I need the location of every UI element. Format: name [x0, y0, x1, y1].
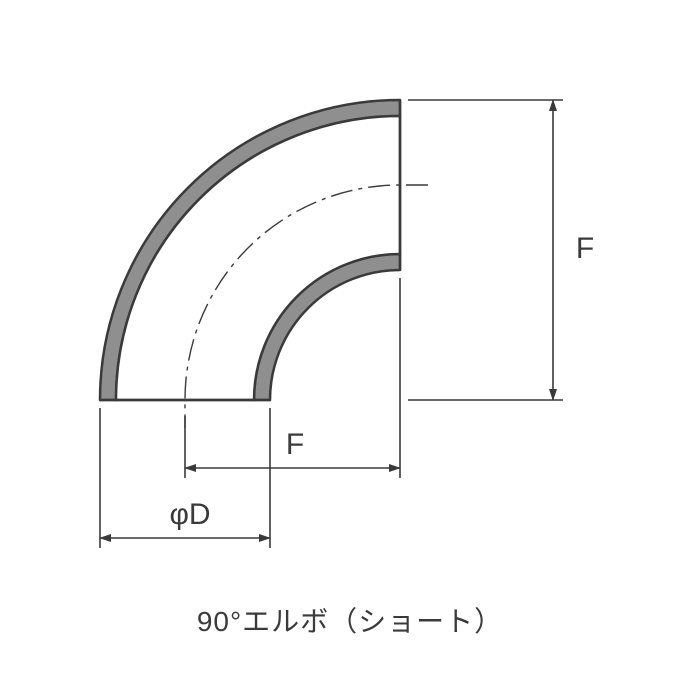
diagram-canvas: F F φD 90°エルボ（ショート） — [0, 0, 700, 700]
elbow-drawing — [0, 0, 700, 700]
diagram-caption: 90°エルボ（ショート） — [0, 600, 700, 640]
label-f-vertical: F — [565, 232, 605, 266]
label-phi-d: φD — [150, 498, 230, 532]
elbow-body — [116, 116, 400, 400]
label-f-horizontal: F — [275, 428, 315, 462]
